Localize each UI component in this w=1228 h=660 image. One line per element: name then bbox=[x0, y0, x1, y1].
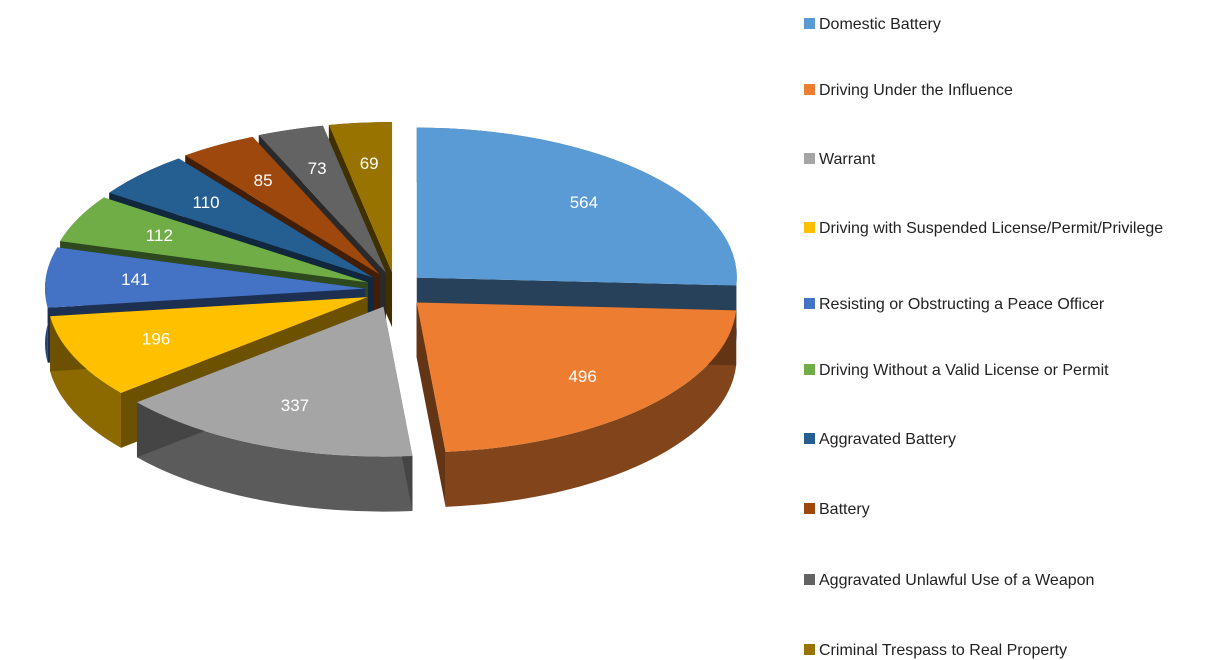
legend-item: Driving Without a Valid License or Permi… bbox=[804, 360, 1179, 382]
data-label: 564 bbox=[570, 193, 598, 212]
legend-swatch bbox=[804, 574, 815, 585]
legend-item: Driving with Suspended License/Permit/Pr… bbox=[804, 218, 1179, 240]
legend-label: Criminal Trespass to Real Property bbox=[819, 642, 1068, 659]
legend-swatch bbox=[804, 364, 815, 375]
legend-swatch bbox=[804, 84, 815, 95]
slice-side bbox=[50, 316, 121, 448]
legend-swatch bbox=[804, 18, 815, 29]
slice bbox=[416, 127, 737, 286]
slice bbox=[109, 158, 374, 278]
legend-label: Resisting or Obstructing a Peace Officer bbox=[819, 296, 1105, 313]
legend-item: Domestic Battery bbox=[804, 14, 1179, 36]
legend-item: Aggravated Battery bbox=[804, 429, 1179, 451]
data-label: 73 bbox=[308, 159, 327, 178]
data-label: 110 bbox=[193, 193, 220, 212]
legend-item: Driving Under the Influence bbox=[804, 80, 1179, 102]
slice bbox=[60, 197, 368, 283]
legend-label: Domestic Battery bbox=[819, 16, 941, 33]
slice bbox=[136, 306, 413, 457]
pie-chart: 69 73 85 564 110 112 141 196 496 337 bbox=[45, 122, 737, 512]
legend-swatch bbox=[804, 644, 815, 655]
legend-label: Battery bbox=[819, 501, 870, 518]
legend-label: Driving Under the Influence bbox=[819, 82, 1013, 99]
data-label: 337 bbox=[281, 396, 309, 415]
legend-item: Battery bbox=[804, 499, 1179, 521]
legend-swatch bbox=[804, 503, 815, 514]
data-label: 85 bbox=[254, 171, 273, 190]
slice bbox=[185, 136, 380, 275]
slice bbox=[50, 297, 368, 393]
legend-swatch bbox=[804, 433, 815, 444]
slice bbox=[416, 302, 737, 452]
legend-label: Aggravated Unlawful Use of a Weapon bbox=[819, 572, 1095, 589]
legend-item: Warrant bbox=[804, 149, 1179, 171]
slice bbox=[328, 122, 393, 273]
data-label: 496 bbox=[568, 367, 596, 386]
legend-swatch bbox=[804, 298, 815, 309]
data-label: 196 bbox=[142, 330, 170, 349]
data-label: 141 bbox=[121, 270, 149, 289]
slice-wall bbox=[416, 302, 446, 507]
slice-side bbox=[136, 402, 413, 512]
data-label: 69 bbox=[360, 154, 379, 173]
slice bbox=[45, 247, 366, 308]
legend-label: Driving Without a Valid License or Permi… bbox=[819, 362, 1109, 379]
legend-swatch bbox=[804, 153, 815, 164]
legend-swatch bbox=[804, 222, 815, 233]
legend-item: Resisting or Obstructing a Peace Officer bbox=[804, 294, 1179, 316]
legend-label: Aggravated Battery bbox=[819, 431, 956, 448]
legend-item: Criminal Trespass to Real Property bbox=[804, 640, 1179, 660]
legend-label: Warrant bbox=[819, 151, 876, 168]
slice bbox=[258, 125, 387, 273]
legend-label: Driving with Suspended License/Permit/Pr… bbox=[819, 220, 1164, 237]
slice-side bbox=[445, 310, 737, 507]
legend-item: Aggravated Unlawful Use of a Weapon bbox=[804, 570, 1179, 592]
data-label: 112 bbox=[146, 226, 173, 245]
